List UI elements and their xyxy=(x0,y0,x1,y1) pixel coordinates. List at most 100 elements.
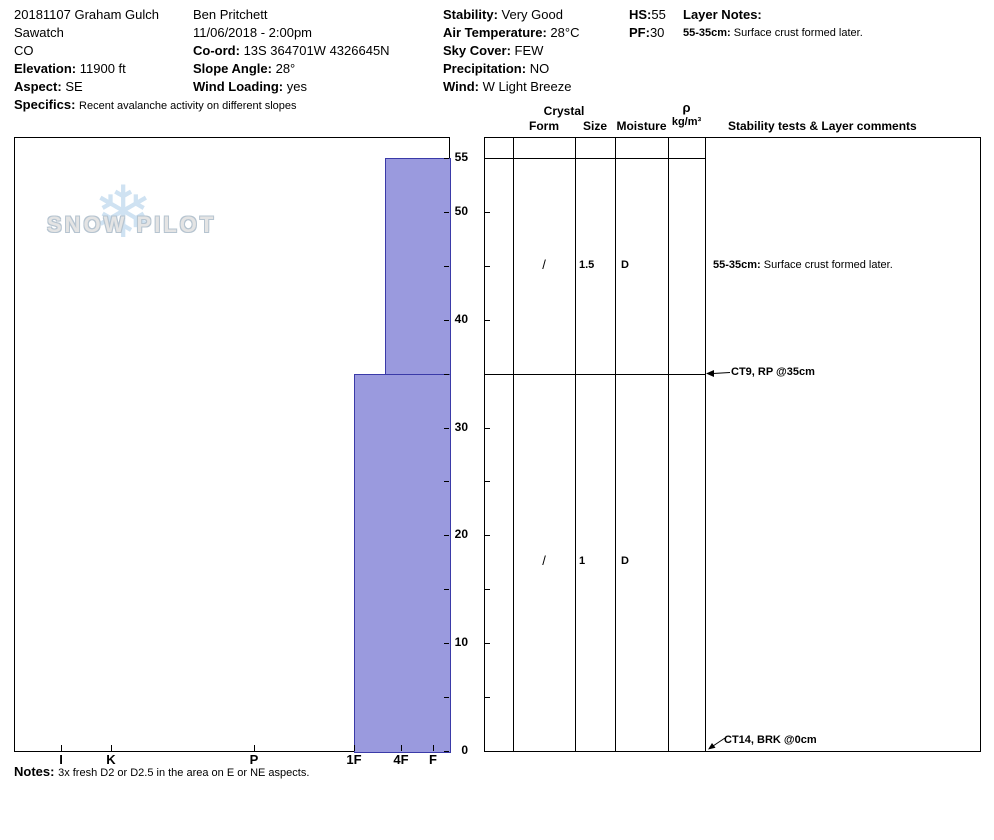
depth-tick xyxy=(444,158,449,159)
header-observer: Ben Pritchett 11/06/2018 - 2:00pm Co-ord… xyxy=(193,6,390,96)
snowpilot-logo: ❄ SNOW PILOT xyxy=(45,173,245,273)
moisture-header: Moisture xyxy=(616,119,667,133)
depth-axis-label: 0 xyxy=(461,743,468,757)
air-temp-label: Air Temperature: xyxy=(443,25,547,40)
notes-row: Notes: 3x fresh D2 or D2.5 in the area o… xyxy=(14,764,309,779)
notes-label: Notes: xyxy=(14,764,55,779)
depth-axis-label: 55 xyxy=(454,150,468,164)
precipitation-label: Precipitation: xyxy=(443,61,527,76)
hardness-axis-label: K xyxy=(106,752,116,767)
precipitation-value: NO xyxy=(529,61,550,76)
depth-tick xyxy=(485,481,490,483)
hardness-tick xyxy=(61,745,62,751)
wind-row: Wind: W Light Breeze xyxy=(443,78,579,96)
depth-axis-label: 50 xyxy=(454,203,468,218)
depth-tick xyxy=(485,697,490,699)
wind-loading-label: Wind Loading: xyxy=(193,79,284,94)
column-divider xyxy=(668,138,669,751)
observation-datetime: 11/06/2018 - 2:00pm xyxy=(193,25,313,40)
crystal-header: Crystal xyxy=(543,104,585,118)
depth-tick xyxy=(444,265,449,267)
stability-comments-header: Stability tests & Layer comments xyxy=(728,119,917,133)
layer-comment-range: 55-35cm: xyxy=(713,259,761,271)
moisture-cell: D xyxy=(621,258,629,271)
size-header: Size xyxy=(582,119,607,133)
sky-cover-label: Sky Cover: xyxy=(443,43,511,58)
depth-tick xyxy=(444,751,449,752)
hs-value: 55 xyxy=(651,7,666,22)
hardness-tick xyxy=(433,745,434,751)
pit-title: 20181107 Graham Gulch xyxy=(14,7,160,22)
hardness-tick xyxy=(111,745,112,751)
arrow-left-icon xyxy=(706,370,731,377)
layer-notes-title: Layer Notes: xyxy=(683,7,762,22)
depth-tick xyxy=(444,373,449,375)
depth-tick xyxy=(485,751,490,752)
specifics-value: Recent avalanche activity on different s… xyxy=(79,100,297,112)
slope-angle-value: 28° xyxy=(275,61,296,76)
layer-note-range: 55-35cm: xyxy=(683,27,731,39)
layer-data-table: / 1.5 D / 1 D xyxy=(484,137,981,752)
depth-tick xyxy=(444,427,449,429)
depth-tick xyxy=(485,589,490,591)
depth-tick xyxy=(444,643,449,645)
coord-label: Co-ord: xyxy=(193,43,240,58)
wind-loading-row: Wind Loading: yes xyxy=(193,78,390,96)
state: CO xyxy=(14,43,34,58)
stability-row: Stability: Very Good xyxy=(443,6,579,24)
column-divider xyxy=(615,138,616,751)
header-totals: HS:55 PF:30 xyxy=(629,6,666,42)
layer-boundary-line xyxy=(485,158,705,159)
snow-layer-bar xyxy=(354,373,451,753)
snow-layer-bar xyxy=(385,158,451,376)
density-symbol-header: ρ xyxy=(682,100,691,115)
density-units-header: kg/m³ xyxy=(671,116,702,128)
snowflake-icon: ❄ xyxy=(93,173,154,253)
stability-value: Very Good xyxy=(501,7,563,22)
hardness-tick xyxy=(254,745,255,751)
depth-tick xyxy=(485,265,490,267)
depth-tick xyxy=(444,211,449,213)
depth-tick xyxy=(444,697,449,699)
depth-tick xyxy=(444,319,449,321)
pf-value: 30 xyxy=(649,25,665,40)
depth-tick xyxy=(485,643,490,645)
stability-label: Stability: xyxy=(443,7,498,22)
hardness-tick xyxy=(354,745,355,751)
elevation-label: Elevation: xyxy=(14,61,77,76)
air-temp-value: 28°C xyxy=(550,25,580,40)
depth-tick xyxy=(485,319,490,321)
header-conditions: Stability: Very Good Air Temperature: 28… xyxy=(443,6,579,96)
observer-name: Ben Pritchett xyxy=(193,7,268,22)
mountain-range: Sawatch xyxy=(14,25,64,40)
depth-tick xyxy=(444,535,449,537)
specifics-label: Specifics: xyxy=(14,97,76,112)
depth-axis-label: 40 xyxy=(454,311,468,326)
aspect-row: Aspect: SE xyxy=(14,78,297,96)
slope-angle-label: Slope Angle: xyxy=(193,61,272,76)
depth-tick xyxy=(444,589,449,591)
elevation-value: 11900 ft xyxy=(79,61,126,76)
hardness-axis-label: F xyxy=(429,752,437,767)
layer-notes-label: Layer Notes: xyxy=(683,6,863,24)
moisture-cell: D xyxy=(621,555,629,568)
form-header: Form xyxy=(529,119,559,133)
hardness-axis-label: I xyxy=(59,752,63,767)
crystal-size-cell: 1.5 xyxy=(579,258,595,271)
ct14-test-result: CT14, BRK @0cm xyxy=(724,734,817,746)
hardness-axis-label: 1F xyxy=(346,752,362,767)
notes-text: 3x fresh D2 or D2.5 in the area on E or … xyxy=(58,767,310,779)
crystal-form-cell: / xyxy=(542,256,546,272)
aspect-label: Aspect: xyxy=(14,79,62,94)
depth-tick xyxy=(444,481,449,483)
ct9-test-result: CT9, RP @35cm xyxy=(731,366,815,378)
precipitation-row: Precipitation: NO xyxy=(443,60,579,78)
layer-boundary-line xyxy=(485,373,705,375)
layer-comment: 55-35cm: Surface crust formed later. xyxy=(713,259,893,271)
arrow-down-left-icon xyxy=(708,737,726,750)
column-divider xyxy=(513,138,514,751)
hs-label: HS: xyxy=(629,7,652,22)
sky-cover-row: Sky Cover: FEW xyxy=(443,42,579,60)
layer-comment-text: Surface crust formed later. xyxy=(763,259,893,271)
